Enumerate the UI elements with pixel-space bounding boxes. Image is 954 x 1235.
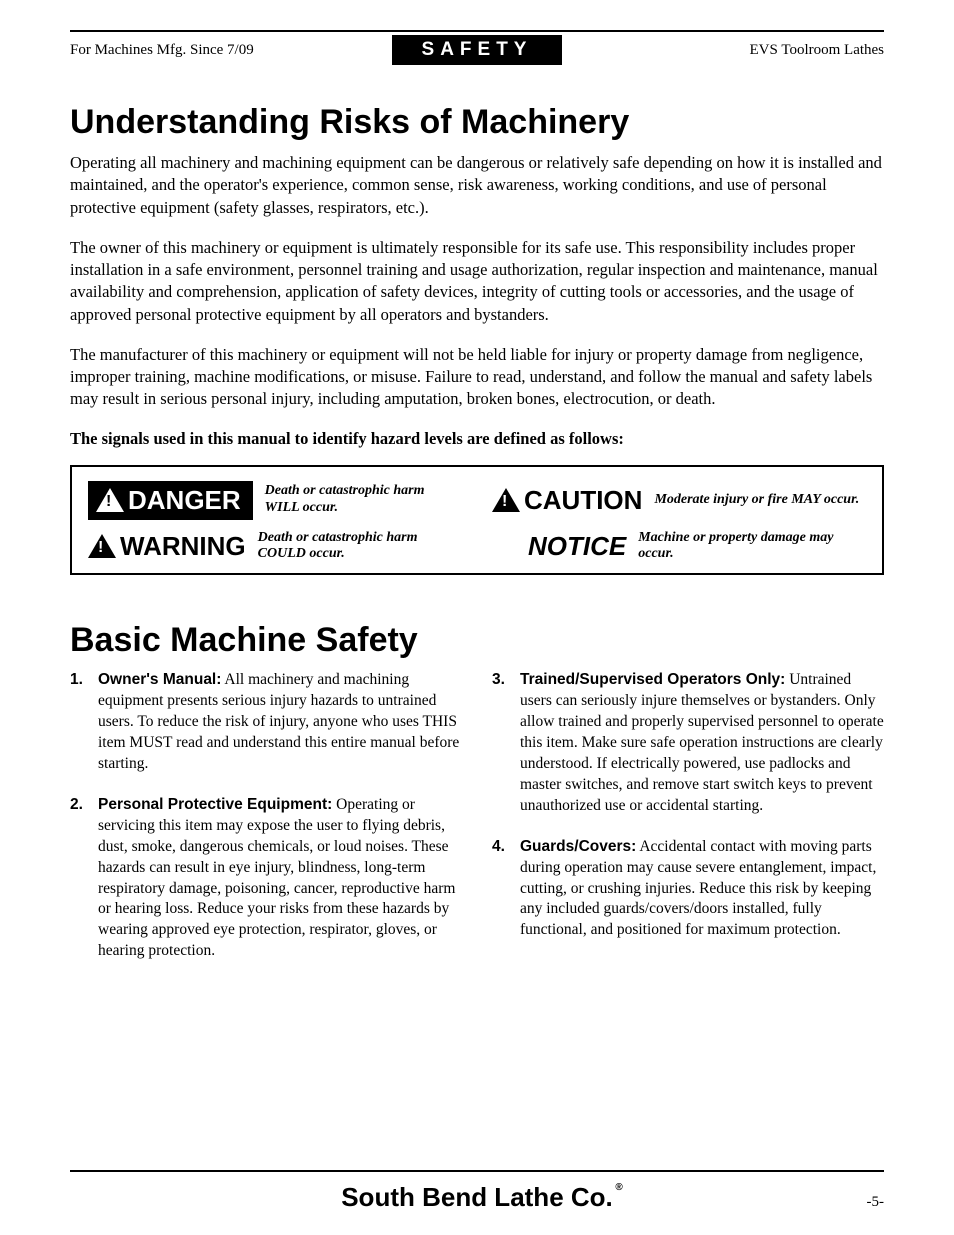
warning-text: WARNING (120, 531, 246, 562)
hazard-warning: ! WARNING Death or catastrophic harm COU… (88, 530, 462, 564)
section2-title: Basic Machine Safety (70, 621, 884, 660)
hazard-caution: ! CAUTION Moderate injury or fire MAY oc… (492, 481, 866, 520)
notice-desc: Machine or property damage may occur. (638, 530, 866, 564)
safety-band: SAFETY (392, 35, 563, 65)
hazard-box: ! DANGER Death or catastrophic harm WILL… (70, 465, 884, 576)
footer-row: South Bend Lathe Co. ® -5- (70, 1182, 884, 1213)
item-title: Owner's Manual: (98, 671, 221, 688)
safety-columns: 1. Owner's Manual: All machinery and mac… (70, 670, 884, 982)
footer-brand-text: South Bend Lathe Co. (341, 1182, 613, 1212)
warning-label: ! WARNING (88, 531, 246, 562)
alert-triangle-icon: ! (96, 488, 124, 512)
item-number: 2. (70, 795, 83, 816)
warning-desc: Death or catastrophic harm COULD occur. (258, 530, 462, 564)
danger-label: ! DANGER (88, 481, 253, 520)
section1-p3: The manufacturer of this machinery or eq… (70, 344, 884, 411)
item-title: Personal Protective Equipment: (98, 796, 332, 813)
top-rule (70, 30, 884, 32)
registered-icon: ® (615, 1182, 622, 1193)
footer-rule (70, 1170, 884, 1172)
item-title: Guards/Covers: (520, 838, 636, 855)
alert-triangle-icon: ! (492, 488, 520, 512)
hazard-intro: The signals used in this manual to ident… (70, 429, 884, 449)
caution-desc: Moderate injury or fire MAY occur. (654, 492, 866, 509)
item-body: Operating or servicing this item may exp… (98, 796, 455, 959)
hazard-danger: ! DANGER Death or catastrophic harm WILL… (88, 481, 462, 520)
hazard-notice: NOTICE Machine or property damage may oc… (492, 530, 866, 564)
notice-label: NOTICE (492, 531, 626, 562)
section1-p1: Operating all machinery and machining eq… (70, 152, 884, 219)
caution-label: ! CAUTION (492, 485, 642, 516)
footer-brand: South Bend Lathe Co. ® (341, 1182, 613, 1213)
item-number: 4. (492, 837, 505, 858)
page-footer: South Bend Lathe Co. ® -5- (70, 1170, 884, 1213)
item-title: Trained/Supervised Operators Only: (520, 671, 785, 688)
alert-triangle-icon: ! (88, 534, 116, 558)
list-item: 2. Personal Protective Equipment: Operat… (70, 795, 462, 962)
item-number: 1. (70, 670, 83, 691)
page-number: -5- (867, 1194, 885, 1211)
list-item: 4. Guards/Covers: Accidental contact wit… (492, 837, 884, 942)
caution-text: CAUTION (524, 485, 642, 516)
safety-list-left: 1. Owner's Manual: All machinery and mac… (70, 670, 462, 982)
list-item: 3. Trained/Supervised Operators Only: Un… (492, 670, 884, 816)
section1-p2: The owner of this machinery or equipment… (70, 237, 884, 326)
safety-list-right: 3. Trained/Supervised Operators Only: Un… (492, 670, 884, 982)
header-left: For Machines Mfg. Since 7/09 (70, 42, 392, 59)
danger-desc: Death or catastrophic harm WILL occur. (265, 483, 462, 517)
section1-title: Understanding Risks of Machinery (70, 103, 884, 142)
list-item: 1. Owner's Manual: All machinery and mac… (70, 670, 462, 775)
page-header: For Machines Mfg. Since 7/09 SAFETY EVS … (70, 35, 884, 65)
item-body: Untrained users can seriously injure the… (520, 671, 884, 814)
item-number: 3. (492, 670, 505, 691)
danger-text: DANGER (128, 485, 241, 516)
header-right: EVS Toolroom Lathes (562, 42, 884, 59)
